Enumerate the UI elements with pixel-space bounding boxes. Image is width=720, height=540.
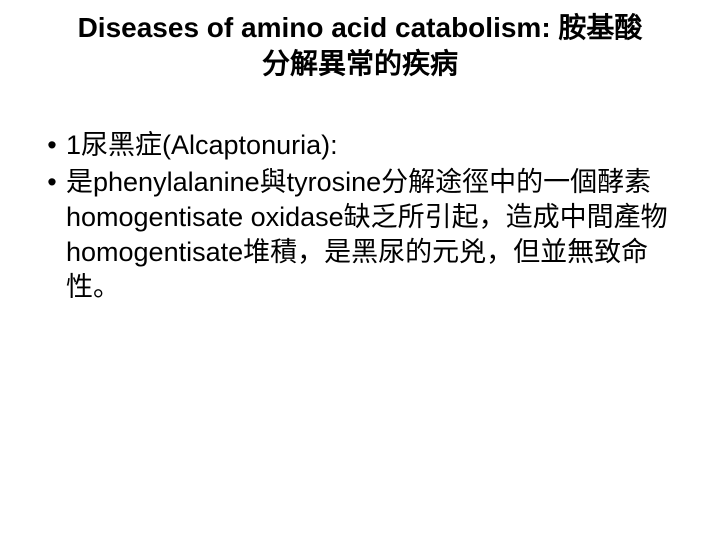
slide-container: Diseases of amino acid catabolism: 胺基酸分解… — [0, 0, 720, 540]
bullet-marker: • — [38, 128, 66, 163]
bullet-text: 1尿黑症(Alcaptonuria): — [66, 128, 682, 163]
bullet-item: • 1尿黑症(Alcaptonuria): — [38, 128, 682, 163]
bullet-item: • 是phenylalanine與tyrosine分解途徑中的一個酵素homog… — [38, 165, 682, 305]
slide-content: • 1尿黑症(Alcaptonuria): • 是phenylalanine與t… — [38, 128, 682, 305]
bullet-text: 是phenylalanine與tyrosine分解途徑中的一個酵素homogen… — [66, 165, 682, 305]
bullet-marker: • — [38, 165, 66, 200]
slide-title: Diseases of amino acid catabolism: 胺基酸分解… — [38, 10, 682, 83]
